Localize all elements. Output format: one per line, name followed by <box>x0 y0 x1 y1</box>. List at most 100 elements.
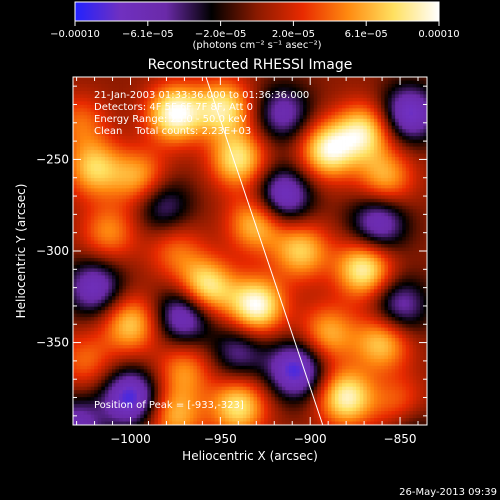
heatmap-cell <box>349 97 354 102</box>
colorbar-tick-label: −6.1e−05 <box>122 29 174 40</box>
heatmap-cell <box>221 139 226 144</box>
heatmap-cell <box>94 129 99 134</box>
heatmap-cell <box>161 226 166 231</box>
heatmap-cell <box>161 150 166 154</box>
heatmap-cell <box>313 184 318 189</box>
heatmap-cell <box>97 146 102 151</box>
heatmap-cell <box>203 108 208 113</box>
heatmap-cell <box>221 108 226 113</box>
heatmap-cell <box>157 195 162 200</box>
heatmap-cell <box>154 83 159 88</box>
heatmap-cell <box>352 115 357 120</box>
heatmap-cell <box>292 160 297 165</box>
heatmap-cell <box>416 80 421 85</box>
heatmap-cell <box>317 132 322 137</box>
heatmap-cell <box>136 115 141 120</box>
heatmap-cell <box>168 122 173 127</box>
heatmap-cell <box>228 83 233 88</box>
heatmap-cell <box>218 230 223 234</box>
heatmap-cell <box>161 240 166 245</box>
heatmap-cell <box>377 129 382 134</box>
heatmap-cell <box>296 115 300 120</box>
heatmap-cell <box>175 150 180 154</box>
heatmap-cell <box>80 184 85 189</box>
heatmap-cell <box>246 181 251 186</box>
heatmap-cell <box>172 184 177 189</box>
heatmap-cell <box>423 87 427 92</box>
heatmap-cell <box>391 174 396 179</box>
heatmap-cell <box>196 167 201 172</box>
heatmap-cell <box>211 125 215 130</box>
heatmap-cell <box>182 244 187 248</box>
heatmap-cell <box>398 164 403 168</box>
heatmap-cell <box>409 132 414 137</box>
heatmap-cell <box>296 157 300 161</box>
heatmap-cell <box>419 195 424 200</box>
heatmap-cell <box>239 170 244 175</box>
heatmap-cell <box>200 118 205 123</box>
heatmap-cell <box>317 233 322 238</box>
heatmap-cell <box>165 104 169 109</box>
heatmap-cell <box>73 198 77 203</box>
heatmap-cell <box>200 226 205 231</box>
heatmap-cell <box>218 202 223 207</box>
heatmap-cell <box>352 170 357 175</box>
heatmap-cell <box>391 226 396 231</box>
heatmap-cell <box>179 184 184 189</box>
heatmap-cell <box>331 118 336 123</box>
heatmap-cell <box>104 108 109 113</box>
heatmap-cell <box>416 87 421 92</box>
heatmap-cell <box>342 230 346 234</box>
heatmap-cell <box>260 202 265 207</box>
heatmap-cell <box>384 143 389 147</box>
heatmap-cell <box>80 240 85 245</box>
heatmap-cell <box>214 247 219 252</box>
heatmap-cell <box>235 80 240 85</box>
heatmap-cell <box>154 223 159 228</box>
heatmap-cell <box>299 195 304 200</box>
heatmap-cell <box>271 233 276 238</box>
heatmap-cell <box>419 118 424 123</box>
heatmap-cell <box>391 153 396 158</box>
heatmap-cell <box>377 212 382 217</box>
heatmap-cell <box>196 223 201 228</box>
heatmap-cell <box>306 240 311 245</box>
heatmap-cell <box>409 111 414 116</box>
heatmap-cell <box>214 237 219 241</box>
heatmap-cell <box>232 146 237 151</box>
heatmap-cell <box>228 177 233 182</box>
heatmap-cell <box>388 174 392 179</box>
heatmap-cell <box>168 198 173 203</box>
heatmap-cell <box>363 150 368 154</box>
heatmap-cell <box>179 233 184 238</box>
heatmap-cell <box>165 129 169 134</box>
heatmap-cell <box>409 87 414 92</box>
heatmap-cell <box>320 164 325 168</box>
heatmap-cell <box>388 157 392 161</box>
heatmap-cell <box>140 223 145 228</box>
heatmap-cell <box>175 77 180 81</box>
heatmap-cell <box>253 226 258 231</box>
heatmap-cell <box>327 212 332 217</box>
heatmap-cell <box>264 233 269 238</box>
heatmap-cell <box>133 240 138 245</box>
heatmap-cell <box>140 212 145 217</box>
heatmap-cell <box>402 205 407 210</box>
heatmap-cell <box>126 97 131 102</box>
heatmap-cell <box>317 139 322 144</box>
heatmap-cell <box>250 202 254 207</box>
heatmap-cell <box>391 181 396 186</box>
heatmap-cell <box>260 129 265 134</box>
heatmap-cell <box>115 115 120 120</box>
heatmap-cell <box>228 247 233 252</box>
heatmap-cell <box>111 143 116 147</box>
heatmap-cell <box>225 118 230 123</box>
heatmap-cell <box>345 230 350 234</box>
heatmap-cell <box>218 146 223 151</box>
heatmap-cell <box>352 143 357 147</box>
heatmap-cell <box>292 205 297 210</box>
heatmap-cell <box>342 136 346 141</box>
heatmap-cell <box>193 244 198 248</box>
heatmap-cell <box>200 90 205 95</box>
heatmap-cell <box>90 136 95 141</box>
